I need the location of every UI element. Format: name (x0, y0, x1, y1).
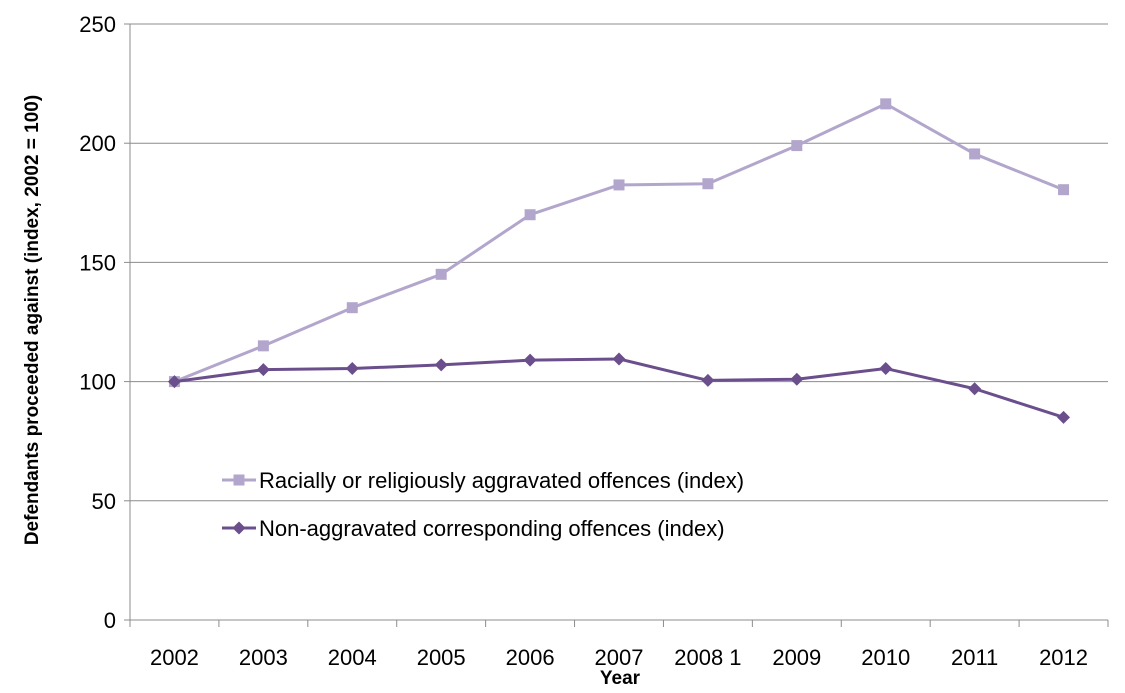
data-point-square (346, 302, 358, 314)
y-tick-label: 250 (79, 12, 116, 37)
data-point-diamond (790, 372, 804, 386)
data-point-diamond (345, 361, 359, 375)
series-1 (168, 98, 1070, 388)
data-point-square (702, 178, 714, 190)
data-point-square (880, 98, 892, 110)
data-point-diamond (434, 358, 448, 372)
data-point-square (233, 474, 245, 486)
data-point-square (969, 148, 981, 160)
legend-label: Racially or religiously aggravated offen… (259, 468, 744, 493)
data-point-diamond (232, 521, 246, 535)
x-tick-label: 2004 (328, 645, 377, 670)
data-point-diamond (1057, 410, 1071, 424)
x-tick-label: 2010 (861, 645, 910, 670)
x-tick-label: 2005 (417, 645, 466, 670)
x-tick-label: 2007 (595, 645, 644, 670)
legend-label: Non-aggravated corresponding offences (i… (259, 516, 725, 541)
legend-entry-2: Non-aggravated corresponding offences (i… (222, 516, 725, 541)
x-tick-label: 2012 (1039, 645, 1088, 670)
y-axis-title: Defendants proceeded against (index, 200… (22, 95, 43, 545)
y-tick-label: 200 (79, 131, 116, 156)
data-point-diamond (256, 363, 270, 377)
x-tick-labels: 2002 2003 2004 2005 2006 2007 2008 1 2009 2010 20… (150, 645, 1088, 670)
data-point-diamond (879, 361, 893, 375)
data-point-square (791, 140, 803, 152)
x-tick-label: 2011 (951, 645, 998, 670)
x-tick-label: 2009 (772, 645, 821, 670)
data-point-square (1058, 184, 1070, 196)
data-point-square (524, 209, 536, 221)
data-point-diamond (167, 375, 181, 389)
y-tick-label: 50 (92, 489, 116, 514)
axes (124, 23, 1109, 627)
x-axis-title: Year (600, 668, 641, 688)
gridlines (130, 23, 1108, 502)
x-tick-label: 2006 (506, 645, 555, 670)
legend: Racially or religiously aggravated offen… (222, 468, 744, 541)
y-tick-label: 150 (79, 250, 116, 275)
legend-entry-1: Racially or religiously aggravated offen… (222, 468, 744, 493)
data-point-square (613, 179, 625, 191)
series-2 (167, 352, 1071, 424)
y-tick-labels: 0 50 100 150 200 250 (79, 12, 116, 633)
data-point-square (257, 340, 269, 352)
y-tick-label: 0 (104, 608, 116, 633)
y-tick-label: 100 (79, 370, 116, 395)
data-point-diamond (612, 352, 626, 366)
data-point-diamond (523, 353, 537, 367)
data-point-diamond (968, 382, 982, 396)
data-point-diamond (701, 373, 715, 387)
series (167, 98, 1071, 424)
x-tick-label: 2003 (239, 645, 288, 670)
series-line (172, 357, 1066, 419)
data-point-square (435, 268, 447, 280)
series-line (172, 102, 1066, 384)
x-tick-label: 2008 1 (674, 645, 741, 670)
x-tick-label: 2002 (150, 645, 199, 670)
